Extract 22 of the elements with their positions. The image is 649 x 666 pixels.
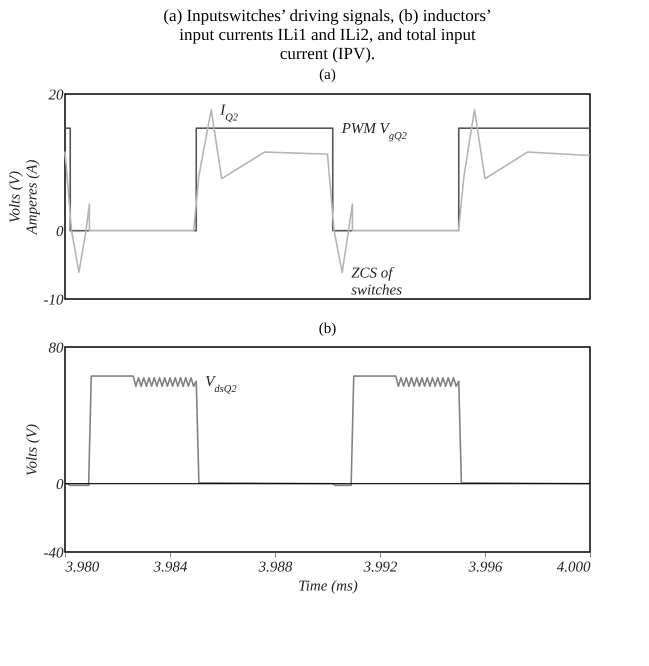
y-tick-label: 20	[48, 88, 64, 104]
y-tick-label: 80	[48, 340, 64, 356]
annotation: ZCS of switches	[351, 265, 402, 298]
x-axis-title: Time (ms)	[298, 578, 358, 594]
y-axis-title: Volts (V) Amperes (A)	[8, 160, 41, 236]
annotation: PWM V$_{gQ2}$	[340, 121, 408, 142]
chart-title: (a) Inputswitches’ driving signals, (b) inductors’ input currents ILi1 and ILi2, and total input current (IPV).	[163, 6, 492, 63]
y-axis-title: Volts (V)	[24, 424, 41, 476]
chart-subtitle: (a)	[319, 67, 336, 83]
x-tick-label: 3.992	[362, 560, 398, 576]
y-tick-label: -10	[44, 292, 64, 308]
annotation: V$_{dsQ2}$	[205, 374, 238, 395]
x-tick-label: 3.996	[468, 560, 503, 576]
x-tick-label: 3.984	[152, 560, 188, 576]
x-tick-label: 3.988	[258, 560, 293, 576]
y-tick-label: 0	[56, 477, 64, 494]
annotation: I$_{Q2}$	[219, 102, 239, 124]
y-tick-label: 0	[56, 224, 64, 240]
chart-title: (b)	[318, 321, 336, 337]
x-tick-label: 3.980	[64, 560, 100, 576]
x-tick-label: 4.000	[556, 560, 591, 576]
y-tick-label: -40	[44, 546, 64, 562]
